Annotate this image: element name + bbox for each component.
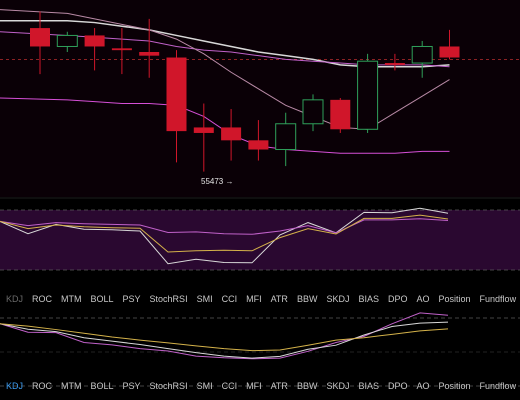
osc1-series-line-1 — [0, 207, 449, 265]
tab-roc[interactable]: ROC — [32, 294, 53, 304]
tab-dpo[interactable]: DPO — [387, 381, 408, 391]
tab-dpo[interactable]: DPO — [387, 294, 408, 304]
tab-mtm[interactable]: MTM — [61, 294, 82, 304]
tab-bbw[interactable]: BBW — [296, 381, 318, 391]
tab-fundflow[interactable]: Fundflow — [479, 381, 517, 391]
oscillator-panel-1 — [0, 207, 520, 271]
main-price-panel — [0, 9, 520, 172]
candle-body-4 — [111, 48, 132, 51]
tab-bbw[interactable]: BBW — [296, 294, 318, 304]
candle-body-12 — [330, 99, 351, 130]
price-annotation-value: 55473 — [201, 177, 224, 186]
tab-position[interactable]: Position — [438, 381, 471, 391]
tab-mtm[interactable]: MTM — [61, 381, 82, 391]
price-annotation: 55473 → — [201, 177, 233, 186]
tab-ao[interactable]: AO — [416, 294, 430, 304]
tab-roc[interactable]: ROC — [32, 381, 53, 391]
tab-smi[interactable]: SMI — [196, 294, 213, 304]
candle-body-13 — [357, 60, 379, 130]
candle-body-15 — [411, 45, 433, 64]
oscillator-panel-2 — [0, 312, 520, 387]
osc1-series-line-3 — [0, 214, 449, 253]
price-annotation-arrow-icon: → — [225, 177, 234, 186]
tab-smi[interactable]: SMI — [196, 381, 213, 391]
candle-body-9 — [248, 140, 269, 150]
osc2-series-line-3 — [0, 323, 449, 352]
main-overlay-line-2 — [0, 31, 450, 68]
candle-body-11 — [302, 99, 324, 125]
osc1-band — [0, 210, 520, 270]
candle-body-14 — [384, 63, 405, 65]
tab-mfi[interactable]: MFI — [246, 294, 262, 304]
tab-cci[interactable]: CCI — [221, 381, 238, 391]
tab-atr[interactable]: ATR — [270, 381, 288, 391]
candle-body-10 — [275, 123, 297, 151]
osc2-series-line-2 — [0, 321, 449, 359]
main-panel-bg — [0, 0, 520, 197]
main-overlay-line-3 — [0, 97, 450, 154]
candle-body-1 — [30, 28, 50, 47]
tab-boll[interactable]: BOLL — [90, 381, 114, 391]
tab-bias[interactable]: BIAS — [358, 294, 379, 304]
osc1-series-line-2 — [0, 218, 449, 235]
indicator-tabs-bottom: KDJ ROC MTM BOLL PSY StochRSI SMI CCI MFI ATR BBW S… — [0, 378, 520, 394]
candle-body-3 — [84, 35, 105, 47]
main-overlay-line-4 — [0, 9, 450, 130]
main-overlay-line-1 — [0, 19, 450, 68]
candle-body-16 — [439, 46, 460, 58]
candle-body-8 — [221, 127, 242, 141]
candle-body-7 — [193, 127, 214, 133]
tab-kdj[interactable]: KDJ — [6, 381, 24, 391]
candle-body-2 — [56, 34, 78, 47]
tab-ao[interactable]: AO — [416, 381, 430, 391]
tab-mfi[interactable]: MFI — [246, 381, 262, 391]
tab-cci[interactable]: CCI — [221, 294, 238, 304]
tab-stochrsi[interactable]: StochRSI — [149, 381, 188, 391]
tab-skdj[interactable]: SKDJ — [326, 294, 350, 304]
tab-stochrsi[interactable]: StochRSI — [149, 294, 188, 304]
tab-psy[interactable]: PSY — [122, 381, 141, 391]
candle-body-6 — [166, 57, 187, 132]
indicator-tabs-top: KDJ ROC MTM BOLL PSY StochRSI SMI CCI MFI ATR BBW S… — [0, 291, 520, 307]
tab-boll[interactable]: BOLL — [90, 294, 114, 304]
tab-fundflow[interactable]: Fundflow — [479, 294, 517, 304]
candle-body-5 — [139, 52, 160, 56]
tab-position[interactable]: Position — [438, 294, 471, 304]
tab-skdj[interactable]: SKDJ — [326, 381, 350, 391]
tab-kdj[interactable]: KDJ — [6, 294, 24, 304]
tab-psy[interactable]: PSY — [122, 294, 141, 304]
tab-bias[interactable]: BIAS — [358, 381, 379, 391]
tab-atr[interactable]: ATR — [270, 294, 288, 304]
